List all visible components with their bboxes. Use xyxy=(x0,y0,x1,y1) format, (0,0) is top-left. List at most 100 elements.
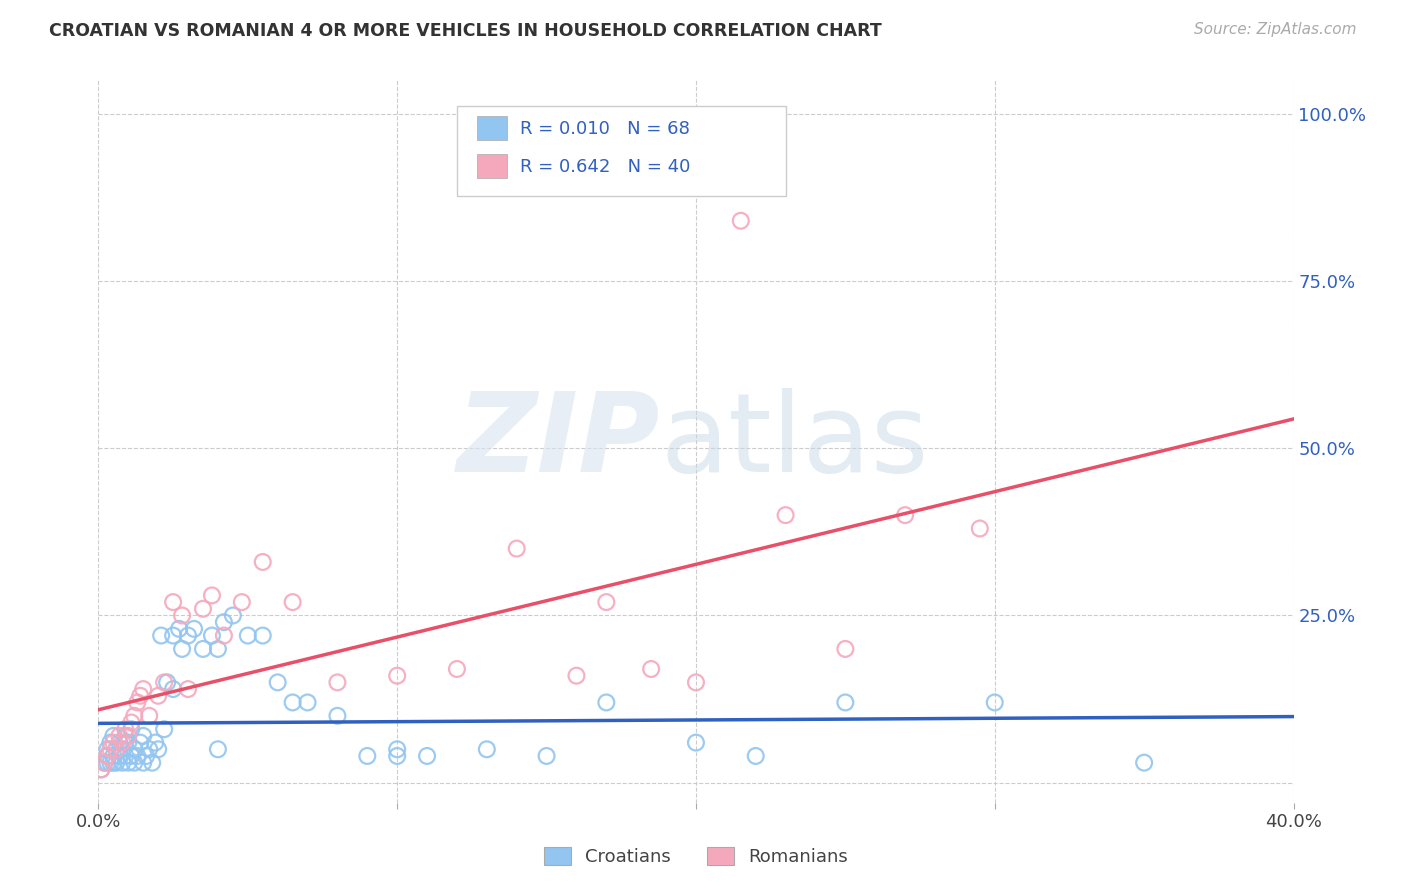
Point xyxy=(775,508,797,523)
Point xyxy=(167,622,190,636)
Point xyxy=(141,756,163,770)
Text: CROATIAN VS ROMANIAN 4 OR MORE VEHICLES IN HOUSEHOLD CORRELATION CHART: CROATIAN VS ROMANIAN 4 OR MORE VEHICLES … xyxy=(49,22,882,40)
Point xyxy=(148,689,170,703)
Point xyxy=(124,756,146,770)
Point xyxy=(326,675,349,690)
Point xyxy=(685,675,707,690)
Point xyxy=(685,735,707,749)
Point xyxy=(385,669,409,683)
Point xyxy=(111,756,134,770)
Point xyxy=(281,595,304,609)
Point xyxy=(103,735,125,749)
Point xyxy=(98,742,122,756)
Point xyxy=(385,742,409,756)
Point xyxy=(143,735,166,749)
Point xyxy=(90,762,112,776)
Text: Source: ZipAtlas.com: Source: ZipAtlas.com xyxy=(1194,22,1357,37)
Point xyxy=(177,681,200,696)
FancyBboxPatch shape xyxy=(477,116,508,139)
Point xyxy=(93,756,115,770)
Point xyxy=(124,742,146,756)
Point xyxy=(135,749,157,764)
FancyBboxPatch shape xyxy=(457,105,786,196)
Point xyxy=(108,749,131,764)
Point xyxy=(252,555,274,569)
Point xyxy=(207,642,229,657)
Point xyxy=(108,735,131,749)
Point xyxy=(191,602,214,616)
Point xyxy=(105,742,128,756)
Point xyxy=(111,735,134,749)
Point xyxy=(132,729,155,743)
Point xyxy=(297,696,319,710)
Point xyxy=(162,595,184,609)
Point xyxy=(114,735,136,749)
Point xyxy=(98,756,122,770)
Point xyxy=(207,742,229,756)
Point xyxy=(120,749,142,764)
Point xyxy=(595,696,617,710)
Point xyxy=(93,756,115,770)
Point xyxy=(267,675,290,690)
Point xyxy=(231,595,253,609)
Point xyxy=(153,723,176,737)
Point xyxy=(172,608,194,623)
Point xyxy=(103,729,125,743)
Point xyxy=(98,735,122,749)
Point xyxy=(96,742,118,756)
Point xyxy=(595,595,617,609)
Point xyxy=(730,214,752,228)
Legend: Croatians, Romanians: Croatians, Romanians xyxy=(537,839,855,873)
Point xyxy=(162,681,184,696)
FancyBboxPatch shape xyxy=(477,154,508,178)
Point xyxy=(90,762,112,776)
Point xyxy=(446,662,468,676)
Point xyxy=(834,696,856,710)
Point xyxy=(105,742,128,756)
Point xyxy=(506,541,529,556)
Text: R = 0.010   N = 68: R = 0.010 N = 68 xyxy=(520,120,690,138)
Point xyxy=(640,662,662,676)
Point xyxy=(191,642,214,657)
Point xyxy=(129,735,152,749)
Point xyxy=(120,723,142,737)
Point xyxy=(177,628,200,642)
Point xyxy=(212,615,235,630)
Point xyxy=(201,589,224,603)
Point xyxy=(984,696,1007,710)
Point xyxy=(127,696,149,710)
Point xyxy=(114,723,136,737)
Point xyxy=(105,756,128,770)
Point xyxy=(156,675,179,690)
Text: atlas: atlas xyxy=(661,388,928,495)
Point xyxy=(150,628,173,642)
Point xyxy=(96,749,118,764)
Point xyxy=(281,696,304,710)
Point xyxy=(117,735,139,749)
Point xyxy=(132,756,155,770)
Point xyxy=(103,756,125,770)
Point xyxy=(565,669,588,683)
Point xyxy=(120,715,142,730)
Point xyxy=(103,749,125,764)
Point xyxy=(127,749,149,764)
Point xyxy=(475,742,498,756)
Point xyxy=(385,749,409,764)
Point xyxy=(222,608,245,623)
Point xyxy=(894,508,917,523)
Point xyxy=(114,749,136,764)
Point xyxy=(153,675,176,690)
Point xyxy=(201,628,224,642)
Point xyxy=(138,708,160,723)
Point xyxy=(834,642,856,657)
Point xyxy=(536,749,558,764)
Point xyxy=(114,729,136,743)
Point xyxy=(326,708,349,723)
Point xyxy=(172,642,194,657)
Point xyxy=(132,681,155,696)
Point xyxy=(96,749,118,764)
Point xyxy=(252,628,274,642)
Point xyxy=(111,742,134,756)
Text: ZIP: ZIP xyxy=(457,388,661,495)
Point xyxy=(108,749,131,764)
